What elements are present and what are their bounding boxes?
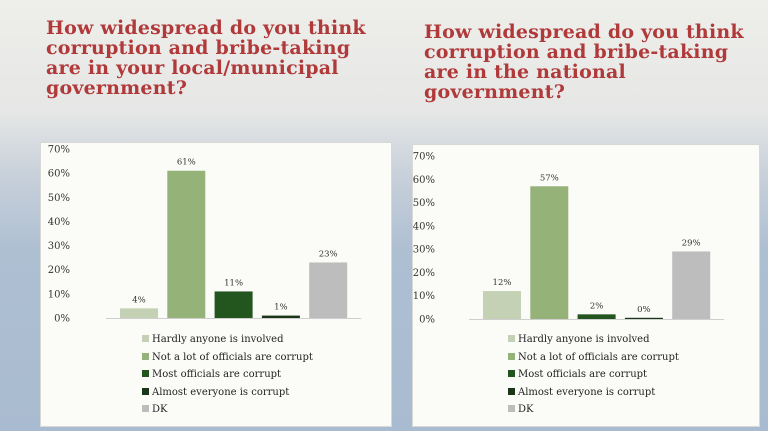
local-bar [309,262,348,318]
local-data-label: 23% [319,249,338,259]
national-data-label: 2% [590,301,604,311]
local-legend-item: Not a lot of officials are corrupt [142,349,313,367]
local-chart-legend: Hardly anyone is involved Not a lot of of… [142,331,313,419]
national-data-label: 0% [637,305,651,315]
local-bar [167,170,206,318]
national-government-chart: 0% 10% 20% 30% 40% 50% 60% 70% 12% 57% 2% 0% 29% Har… [412,144,760,427]
national-chart-plot: 0% 10% 20% 30% 40% 50% 60% 70% 12% 57% 2% 0% 29% [413,152,725,326]
national-legend-label: Most officials are corrupt [518,369,648,380]
national-data-label: 29% [682,238,701,248]
local-legend-label: Not a lot of officials are corrupt [152,351,313,363]
local-legend-label: Almost everyone is corrupt [152,386,290,398]
national-bar [530,186,569,319]
local-data-label: 11% [224,278,243,288]
national-legend-swatch [508,352,515,360]
national-legend-item: Hardly anyone is involved [508,331,679,349]
chart-title-local: How widespread do you think corruption a… [46,17,366,99]
national-data-label: 57% [540,173,559,183]
local-legend-swatch [142,387,149,395]
local-legend-item: Almost everyone is corrupt [142,384,313,402]
local-bar [214,291,253,318]
national-bar [624,317,663,319]
local-y-tick-label: 20% [48,265,70,276]
national-chart-legend: Hardly anyone is involved Not a lot of of… [508,331,679,419]
national-legend-label: DK [518,404,534,415]
local-chart-plot: 0% 10% 20% 30% 40% 50% 60% 70% 4% 61% 11% 1% 23% [48,145,362,325]
national-y-tick-label: 0% [419,315,435,326]
national-y-tick-label: 40% [413,221,435,232]
national-legend-item: Not a lot of officials are corrupt [508,349,679,367]
local-y-tick-label: 60% [48,169,70,180]
local-legend-label: DK [152,404,168,415]
local-legend-swatch [142,370,149,377]
local-data-label: 61% [177,158,196,168]
local-y-tick-label: 0% [54,314,70,325]
national-legend-item: DK [508,401,679,419]
national-legend-label: Not a lot of officials are corrupt [518,351,679,363]
local-y-tick-label: 40% [48,217,70,228]
local-bar [120,308,158,318]
local-legend-swatch [142,352,149,360]
local-legend-item: Hardly anyone is involved [142,331,313,349]
national-y-tick-label: 70% [413,152,435,163]
national-legend-swatch [508,370,515,377]
local-legend-swatch [142,335,149,342]
national-legend-item: Most officials are corrupt [508,366,679,384]
national-bar [672,251,711,319]
local-legend-item: Most officials are corrupt [142,366,313,384]
local-data-label: 1% [274,303,288,313]
national-legend-swatch [508,335,515,342]
local-bar [261,315,300,318]
national-bar [577,314,616,319]
local-legend-label: Hardly anyone is involved [152,334,284,345]
national-legend-swatch [508,405,515,412]
local-legend-label: Most officials are corrupt [152,369,282,380]
local-y-tick-label: 30% [48,241,70,252]
local-data-label: 4% [132,295,146,305]
national-legend-label: Almost everyone is corrupt [518,386,656,398]
national-legend-swatch [508,387,515,395]
local-legend-item: DK [142,401,313,419]
national-legend-item: Almost everyone is corrupt [508,384,679,402]
chart-title-national: How widespread do you think corruption a… [424,21,744,103]
local-y-tick-label: 70% [48,145,70,156]
national-y-tick-label: 30% [413,245,435,256]
local-y-tick-label: 50% [48,193,70,204]
national-legend-label: Hardly anyone is involved [518,334,650,345]
national-y-tick-label: 50% [413,198,435,209]
national-y-tick-label: 60% [413,175,435,186]
national-data-label: 12% [493,278,512,288]
national-y-tick-label: 10% [413,291,435,302]
local-legend-swatch [142,405,149,412]
local-government-chart: 0% 10% 20% 30% 40% 50% 60% 70% 4% 61% 11% 1% 23% Har… [40,142,392,427]
local-y-tick-label: 10% [48,289,70,300]
national-y-tick-label: 20% [413,268,435,279]
national-bar [483,291,521,319]
